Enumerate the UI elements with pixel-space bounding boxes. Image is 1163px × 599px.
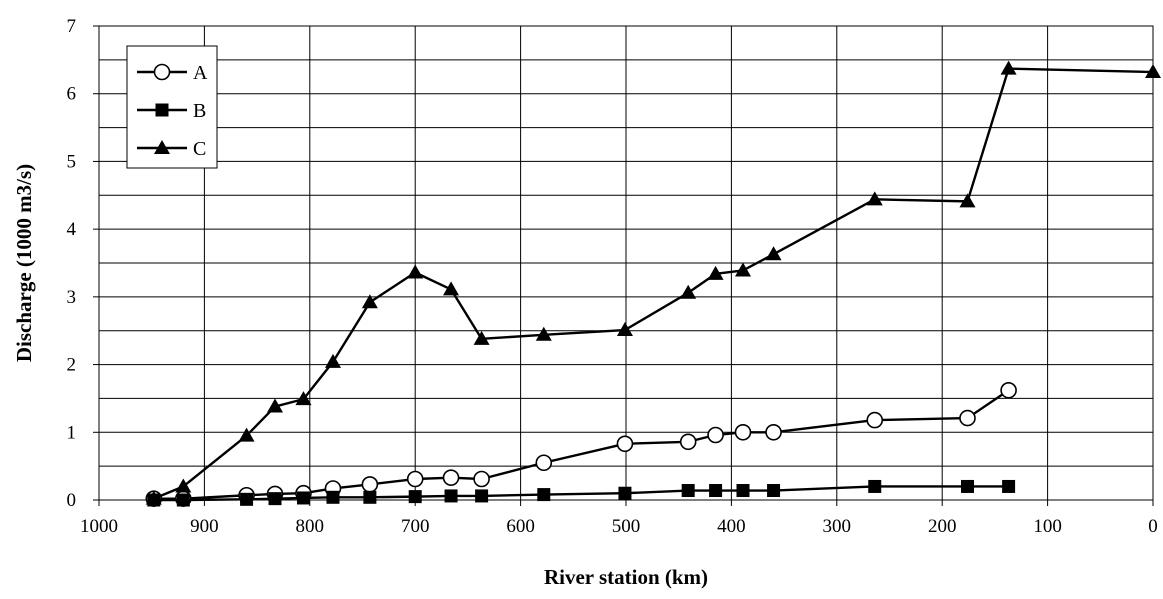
x-tick-label: 800: [296, 516, 325, 537]
data-point: [361, 294, 378, 309]
data-point: [407, 264, 424, 279]
y-axis-title: Discharge (1000 m3/s): [12, 164, 36, 362]
y-tick-label: 0: [67, 490, 77, 511]
data-point: [866, 411, 884, 429]
data-point: [240, 492, 254, 506]
data-point: [866, 191, 883, 206]
data-point: [296, 491, 310, 505]
data-point: [765, 423, 782, 441]
data-point: [616, 435, 634, 453]
data-point: [295, 391, 312, 406]
y-tick-label: 4: [67, 219, 77, 240]
y-tick-label: 7: [67, 16, 77, 37]
data-point: [443, 281, 460, 296]
data-point: [1000, 382, 1017, 399]
y-tick-label: 3: [67, 287, 77, 308]
data-point: [324, 353, 341, 368]
legend-label: B: [193, 100, 206, 122]
x-tick-label: 200: [928, 516, 957, 537]
data-point: [535, 326, 552, 341]
data-point: [153, 63, 171, 81]
legend-label: C: [193, 138, 206, 160]
legend: ABC: [126, 45, 218, 169]
x-tick-label: 900: [190, 516, 219, 537]
data-point: [1002, 479, 1016, 493]
data-point: [1000, 60, 1017, 75]
series-line: [153, 67, 1154, 500]
data-point: [707, 265, 724, 280]
data-point: [709, 484, 723, 498]
data-point: [475, 489, 489, 503]
data-point: [681, 484, 695, 498]
data-point: [1145, 64, 1161, 79]
series-c: [145, 60, 1161, 505]
x-tick-label: 600: [506, 516, 535, 537]
data-point: [680, 284, 697, 299]
series-layer: [145, 60, 1161, 507]
data-point: [408, 490, 422, 504]
data-point: [238, 427, 255, 442]
data-point: [155, 103, 169, 117]
data-point: [361, 476, 379, 493]
data-point: [444, 489, 458, 503]
data-point: [734, 423, 752, 441]
data-point: [734, 262, 751, 277]
x-tick-label: 300: [823, 516, 852, 537]
data-point: [959, 409, 976, 427]
x-tick-label: 700: [401, 516, 430, 537]
x-tick-label: 0: [1148, 516, 1158, 537]
data-point: [268, 492, 282, 506]
legend-item-a: A: [137, 62, 208, 84]
data-point: [736, 484, 750, 498]
data-point: [535, 454, 553, 472]
x-axis-title: River station (km): [544, 565, 708, 589]
data-point: [473, 470, 490, 488]
data-point: [267, 398, 284, 413]
grid: [98, 25, 1154, 501]
data-point: [326, 490, 340, 504]
data-point: [616, 322, 633, 337]
data-point: [767, 484, 781, 498]
data-point: [473, 330, 490, 345]
x-tick-label: 100: [1033, 516, 1062, 537]
data-point: [679, 433, 697, 451]
y-tick-label: 1: [67, 422, 77, 443]
data-point: [618, 486, 632, 500]
x-tick-label: 1000: [80, 516, 118, 537]
data-point: [363, 490, 377, 504]
x-tick-label: 400: [717, 516, 746, 537]
data-point: [959, 193, 976, 208]
data-point: [707, 426, 724, 444]
data-point: [175, 478, 192, 493]
data-point: [154, 140, 170, 154]
data-point: [868, 479, 882, 493]
data-point: [145, 490, 162, 505]
data-point: [406, 470, 424, 488]
data-point: [960, 479, 974, 493]
x-tick-label: 500: [612, 516, 641, 537]
y-tick-label: 6: [67, 84, 77, 105]
legend-label: A: [193, 62, 208, 84]
legend-item-c: C: [137, 138, 206, 160]
data-point: [765, 246, 782, 261]
data-point: [176, 493, 190, 507]
y-tick-label: 2: [67, 355, 77, 376]
series-b: [147, 479, 1016, 507]
y-tick-label: 5: [67, 151, 77, 172]
legend-item-b: B: [137, 100, 206, 122]
data-point: [442, 469, 460, 486]
data-point: [537, 488, 551, 502]
